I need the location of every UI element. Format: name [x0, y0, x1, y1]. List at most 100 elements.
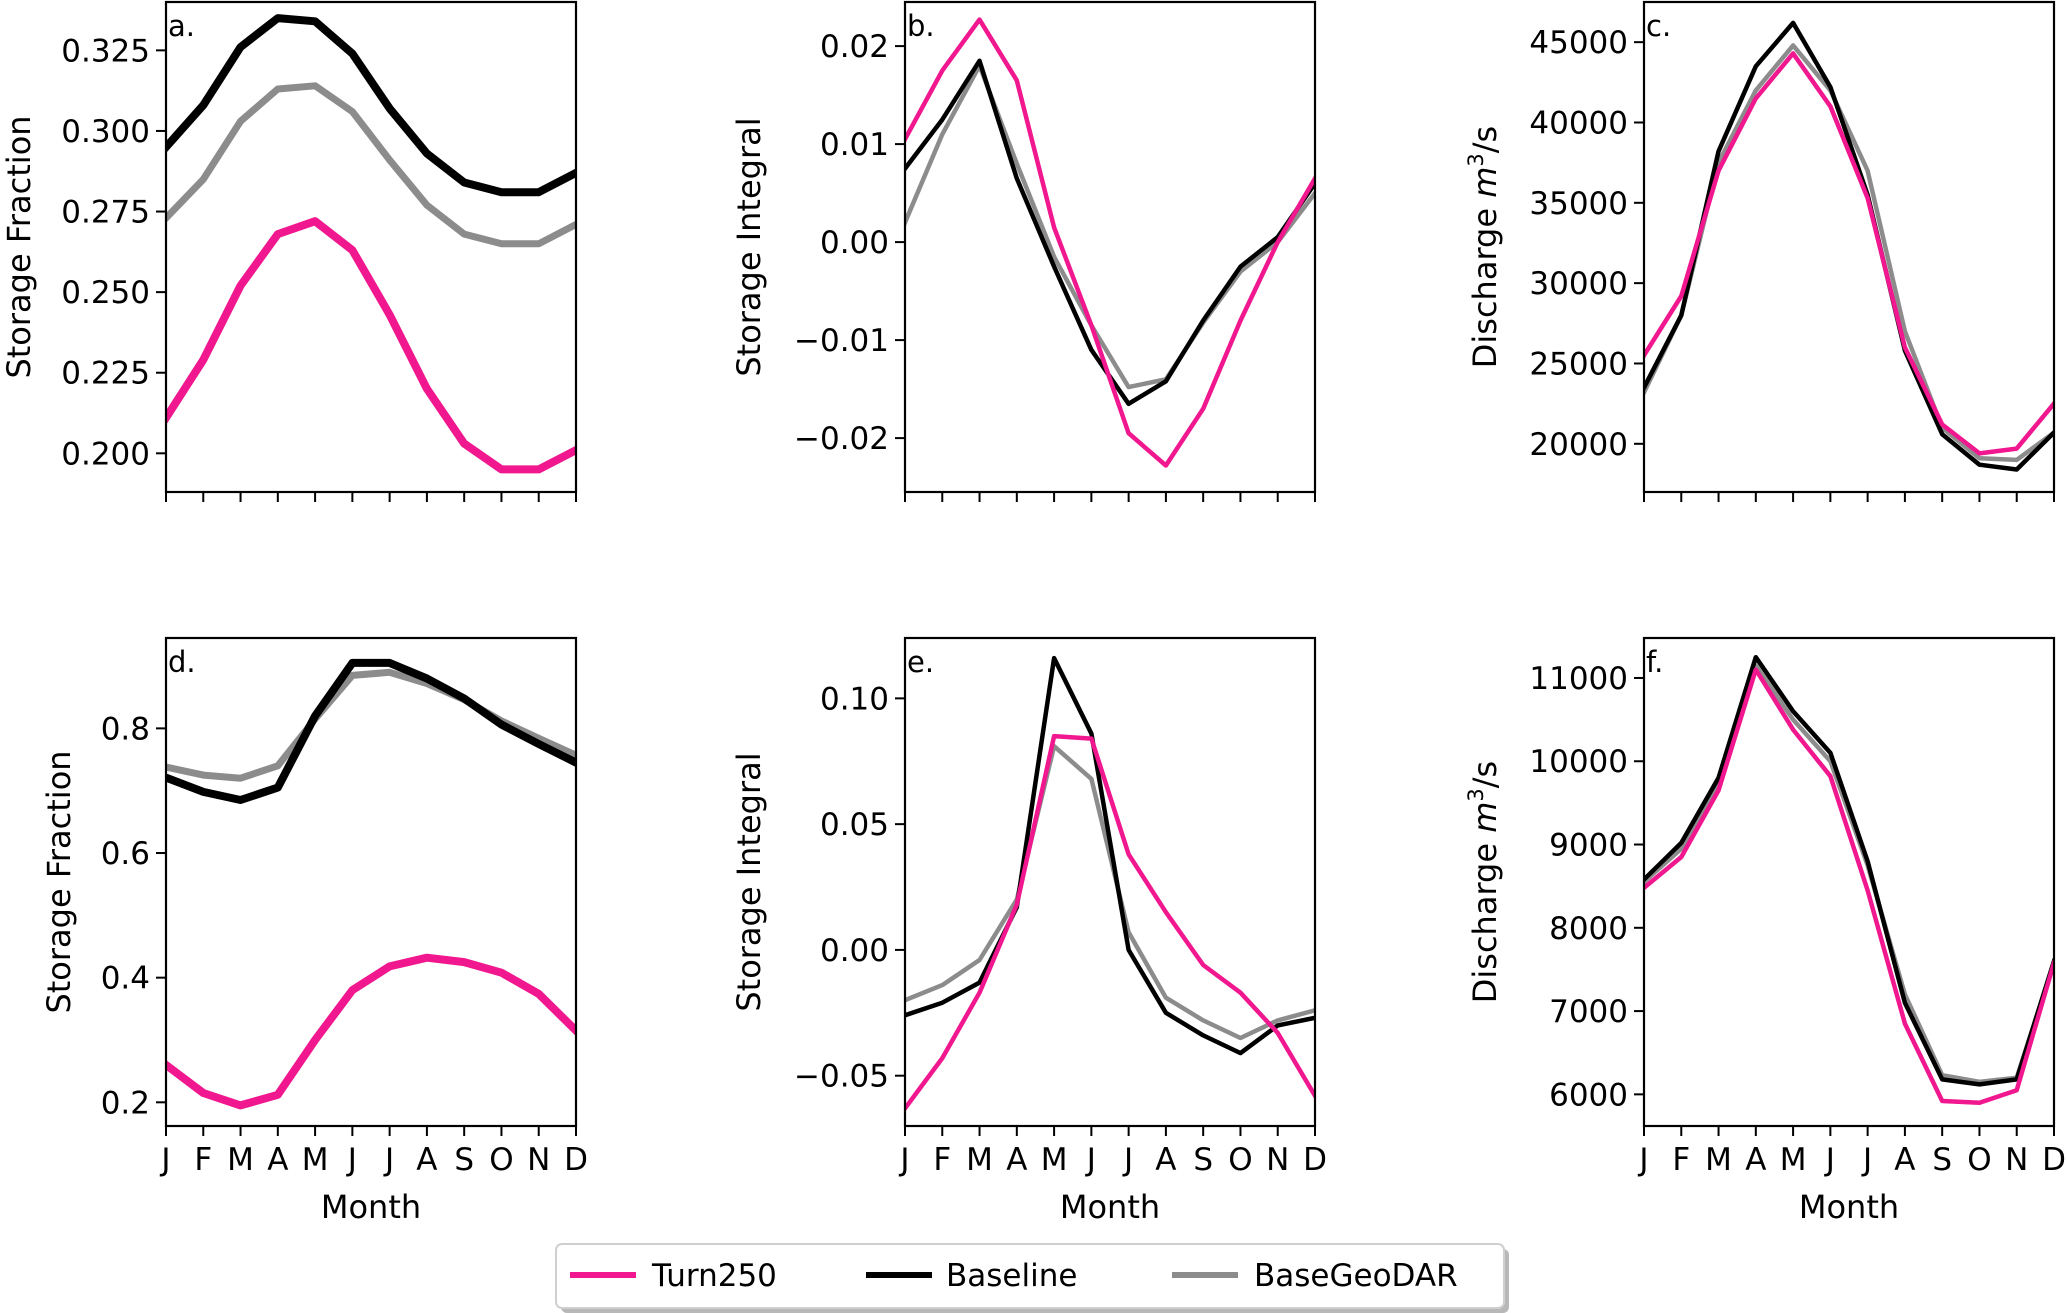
y-tick-label: 0.275 — [61, 195, 150, 231]
y-tick-label: 0.325 — [61, 33, 150, 69]
series-line-basegeodar — [166, 82, 576, 248]
panel-f: J F M A M J J A S O N D60007000800090001000011000Di… — [1464, 636, 2066, 1226]
axes-frame — [903, 636, 1317, 1128]
y-axis-title: Discharge m3/s — [1464, 126, 1504, 368]
legend-label-turn250: Turn250 — [651, 1258, 777, 1294]
y-tick-label: −0.02 — [794, 421, 889, 457]
axes-frame — [1642, 636, 2056, 1128]
x-tick-label: J — [1824, 1142, 1835, 1178]
y-tick-label: 9000 — [1549, 828, 1628, 864]
axes-frame — [164, 0, 578, 494]
panel-label: a. — [168, 9, 195, 43]
y-tick-label: 40000 — [1529, 105, 1628, 141]
series-line-basegeodar — [905, 743, 1315, 1041]
series-line-turn250 — [166, 953, 576, 1110]
x-tick-label: J — [383, 1142, 394, 1178]
y-tick-label: 0.2 — [101, 1085, 150, 1121]
legend: Turn250 Baseline BaseGeoDAR — [555, 1243, 1509, 1313]
series-line-baseline — [1644, 20, 2054, 472]
x-tick-label: A — [416, 1142, 437, 1178]
x-tick-label: F — [194, 1142, 212, 1178]
x-tick-label: J — [159, 1142, 170, 1178]
panel-label: b. — [907, 9, 935, 43]
x-tick-label: M — [1041, 1142, 1068, 1178]
y-tick-label: 11000 — [1529, 661, 1628, 697]
x-tick-label: O — [1228, 1142, 1252, 1178]
series-line-turn250 — [905, 733, 1315, 1112]
series-line-turn250 — [166, 217, 576, 474]
series-line-baseline — [166, 14, 576, 197]
y-tick-label: 30000 — [1529, 266, 1628, 302]
x-tick-label: J — [1122, 1142, 1133, 1178]
panel-label: e. — [907, 645, 934, 679]
axes-frame — [903, 0, 1317, 494]
y-tick-label: 7000 — [1549, 994, 1628, 1030]
x-tick-label: O — [1967, 1142, 1991, 1178]
series-group — [905, 17, 1315, 468]
series-group — [1644, 654, 2054, 1105]
y-tick-label: 45000 — [1529, 25, 1628, 61]
legend-box — [555, 1243, 1505, 1309]
y-tick-label: 8000 — [1549, 911, 1628, 947]
series-line-basegeodar — [905, 63, 1315, 390]
x-tick-label: J — [1861, 1142, 1872, 1178]
y-tick-label: 25000 — [1529, 346, 1628, 382]
x-tick-label: D — [564, 1142, 588, 1178]
series-group — [166, 658, 576, 1110]
x-tick-label: A — [267, 1142, 288, 1178]
panel-c: 20000 25000 30000 35000 40000 45000 Discharge … — [1464, 0, 2056, 502]
x-tick-label: N — [1266, 1142, 1289, 1178]
legend-label-baseline: Baseline — [946, 1258, 1077, 1294]
panels: 0.200 0.225 0.250 0.275 0.300 0.325 Storage Fr… — [0, 0, 2066, 1226]
x-tick-label: A — [1006, 1142, 1027, 1178]
y-tick-label: 0.4 — [101, 961, 150, 997]
x-tick-label: A — [1894, 1142, 1915, 1178]
y-tick-label: 6000 — [1549, 1077, 1628, 1113]
panel-label: f. — [1646, 645, 1663, 679]
x-tick-label: D — [2042, 1142, 2066, 1178]
y-tick-label: 0.8 — [101, 711, 150, 747]
x-tick-label: O — [489, 1142, 513, 1178]
y-tick-label: 35000 — [1529, 186, 1628, 222]
series-line-turn250 — [1644, 667, 2054, 1105]
series-line-baseline — [905, 655, 1315, 1056]
x-tick-label: N — [527, 1142, 550, 1178]
x-tick-label: M — [227, 1142, 254, 1178]
x-tick-label: S — [1193, 1142, 1213, 1178]
x-tick-label: N — [2005, 1142, 2028, 1178]
legend-label-basegeodar: BaseGeoDAR — [1254, 1258, 1458, 1294]
series-line-turn250 — [1644, 51, 2054, 456]
y-axis-title: Storage Integral — [730, 117, 768, 376]
x-tick-label: S — [1932, 1142, 1952, 1178]
axes-frame — [164, 636, 578, 1128]
x-tick-label: D — [1303, 1142, 1327, 1178]
y-tick-label: 0.05 — [820, 807, 889, 843]
y-tick-label: −0.05 — [794, 1059, 889, 1095]
x-tick-label: M — [966, 1142, 993, 1178]
panel-b: −0.02 −0.01 0.00 0.01 0.02 Storage Integral b. — [730, 0, 1317, 502]
x-tick-label: F — [1672, 1142, 1690, 1178]
x-tick-label: M — [1705, 1142, 1732, 1178]
series-line-baseline — [166, 658, 576, 804]
y-axis-title: Discharge m3/s — [1464, 761, 1504, 1003]
y-tick-label: 0.01 — [820, 127, 889, 163]
x-axis-title: Month — [321, 1188, 421, 1226]
x-tick-label: A — [1745, 1142, 1766, 1178]
y-axis-title: Storage Fraction — [40, 750, 78, 1013]
x-axis-title: Month — [1060, 1188, 1160, 1226]
x-tick-label: J — [346, 1142, 357, 1178]
y-tick-label: 0.00 — [820, 933, 889, 969]
panel-label: c. — [1646, 9, 1671, 43]
y-tick-label: 0.200 — [61, 436, 150, 472]
x-tick-label: J — [1637, 1142, 1648, 1178]
y-tick-label: 20000 — [1529, 427, 1628, 463]
x-tick-label: J — [1085, 1142, 1096, 1178]
x-tick-label: A — [1155, 1142, 1176, 1178]
y-tick-label: 0.00 — [820, 225, 889, 261]
y-tick-label: 0.225 — [61, 356, 150, 392]
x-tick-label: M — [302, 1142, 329, 1178]
y-axis-title: Storage Fraction — [0, 115, 38, 378]
series-line-turn250 — [905, 17, 1315, 468]
